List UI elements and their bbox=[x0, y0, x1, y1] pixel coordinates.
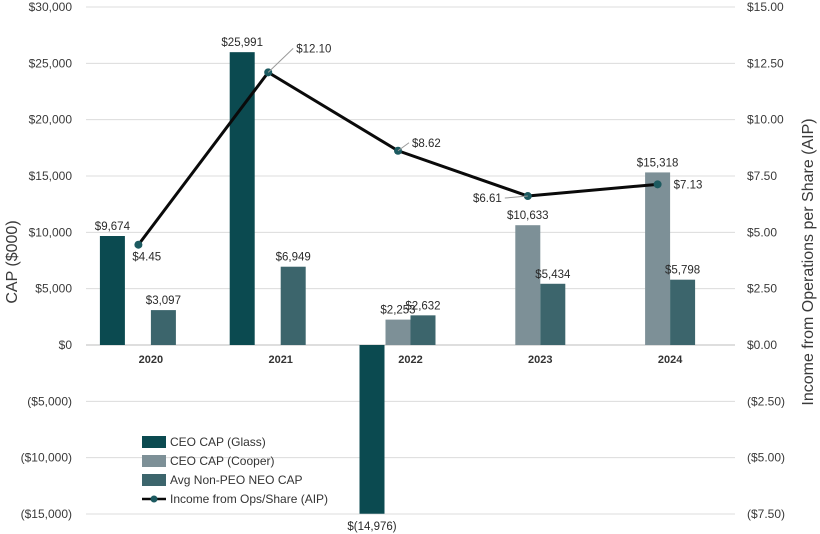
line-data-label: $8.62 bbox=[412, 138, 441, 150]
y2-tick-label: $10.00 bbox=[747, 113, 784, 127]
bar-series bbox=[99, 52, 696, 514]
category-labels: 2020 2021 2022 2023 2024 bbox=[139, 354, 684, 366]
y2-tick-label: $7.50 bbox=[747, 169, 777, 183]
legend-label: Avg Non-PEO NEO CAP bbox=[170, 473, 303, 487]
x-category-label: 2023 bbox=[528, 354, 552, 366]
bar-ceo-cap-cooper--2022 bbox=[385, 319, 411, 345]
bar-ceo-cap-glass--2022 bbox=[359, 345, 385, 514]
y-tick-label: ($10,000) bbox=[21, 451, 72, 465]
legend-line-marker bbox=[150, 495, 158, 503]
bar-data-label: $(14,976) bbox=[347, 521, 396, 533]
bar-data-label: $5,798 bbox=[665, 265, 700, 277]
bar-data-label: $10,633 bbox=[507, 210, 549, 222]
legend-swatch bbox=[142, 436, 166, 448]
line-data-label: $12.10 bbox=[296, 43, 331, 55]
line-data-label: $4.45 bbox=[132, 252, 161, 264]
y-tick-label: $30,000 bbox=[29, 0, 73, 14]
line-marker bbox=[653, 180, 662, 189]
bar-data-labels: $9,674 $25,991 $(14,976) $2,253 $10,633 $15,3… bbox=[95, 37, 700, 533]
label-leader bbox=[397, 142, 410, 152]
y-tick-label: $10,000 bbox=[29, 225, 73, 239]
y2-tick-label: $2.50 bbox=[747, 282, 777, 296]
gridlines bbox=[86, 6, 735, 515]
bar-data-label: $9,674 bbox=[95, 221, 131, 233]
legend-label: CEO CAP (Cooper) bbox=[170, 454, 274, 468]
legend-swatch bbox=[142, 474, 166, 486]
bar-data-label: $25,991 bbox=[221, 37, 263, 49]
x-category-label: 2020 bbox=[139, 354, 163, 366]
bar-avg-non-peo-neo-cap-2024 bbox=[670, 279, 696, 345]
bar-data-label: $2,253 bbox=[380, 305, 415, 317]
y2-tick-label: $5.00 bbox=[747, 225, 777, 239]
y2-tick-label: $12.50 bbox=[747, 56, 784, 70]
y2-tick-label: $15.00 bbox=[747, 0, 784, 14]
legend: CEO CAP (Glass) CEO CAP (Cooper) Avg Non-P… bbox=[142, 435, 328, 506]
label-leader bbox=[267, 47, 294, 73]
y2-tick-label: $0.00 bbox=[747, 338, 777, 352]
y2-tick-label: ($5.00) bbox=[747, 451, 785, 465]
bar-data-label: $15,318 bbox=[637, 157, 679, 169]
y-tick-label: ($5,000) bbox=[27, 394, 72, 408]
income-line bbox=[137, 70, 658, 246]
y-tick-label: $0 bbox=[59, 338, 73, 352]
bar-ceo-cap-cooper--2024 bbox=[645, 172, 671, 345]
line-data-label: $7.13 bbox=[674, 179, 703, 191]
bar-data-label: $2,632 bbox=[405, 300, 440, 312]
line-data-label: $6.61 bbox=[473, 193, 502, 205]
left-axis-ticks: $30,000 $25,000 $20,000 $15,000 $10,000 $5,00… bbox=[21, 0, 73, 521]
y-tick-label: ($15,000) bbox=[21, 507, 72, 521]
bar-avg-non-peo-neo-cap-2020 bbox=[150, 310, 176, 345]
legend-label: CEO CAP (Glass) bbox=[170, 435, 266, 449]
bar-avg-non-peo-neo-cap-2022 bbox=[410, 315, 436, 345]
y-tick-label: $5,000 bbox=[35, 282, 72, 296]
line-series: $4.45 $12.10 $8.62 $6.61 $7.13 bbox=[132, 43, 702, 263]
bar-data-label: $6,949 bbox=[276, 252, 311, 264]
y2-tick-label: ($7.50) bbox=[747, 507, 785, 521]
y-tick-label: $25,000 bbox=[29, 56, 73, 70]
line-marker bbox=[134, 240, 143, 249]
legend-label: Income from Ops/Share (AIP) bbox=[170, 492, 328, 506]
y-tick-label: $20,000 bbox=[29, 113, 73, 127]
x-category-label: 2021 bbox=[268, 354, 292, 366]
bar-ceo-cap-glass--2020 bbox=[99, 236, 125, 345]
bar-avg-non-peo-neo-cap-2023 bbox=[540, 283, 566, 345]
bar-ceo-cap-glass--2021 bbox=[229, 52, 255, 346]
bar-avg-non-peo-neo-cap-2021 bbox=[280, 266, 306, 345]
y-tick-label: $15,000 bbox=[29, 169, 73, 183]
y-axis-title: CAP ($000) bbox=[4, 220, 21, 303]
label-leader bbox=[504, 195, 528, 199]
right-axis-ticks: $15.00 $12.50 $10.00 $7.50 $5.00 $2.50 $0.00 ($… bbox=[747, 0, 785, 521]
y2-tick-label: ($2.50) bbox=[747, 394, 785, 408]
bar-data-label: $5,434 bbox=[535, 269, 571, 281]
bar-data-label: $3,097 bbox=[146, 295, 181, 307]
legend-swatch bbox=[142, 455, 166, 467]
x-category-label: 2024 bbox=[658, 354, 683, 366]
y2-axis-title: Income from Operations per Share (AIP) bbox=[800, 118, 817, 405]
x-category-label: 2022 bbox=[398, 354, 422, 366]
bar-ceo-cap-cooper--2023 bbox=[515, 225, 541, 345]
